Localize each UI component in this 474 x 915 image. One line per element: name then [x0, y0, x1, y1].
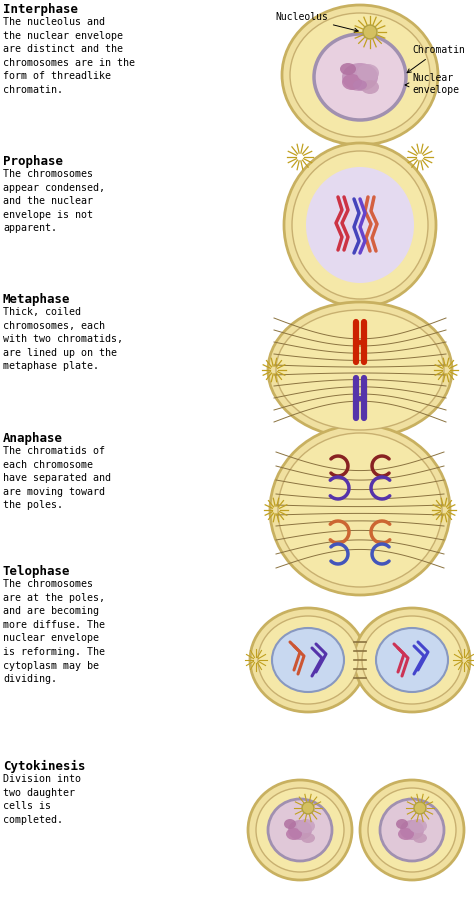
Text: The chromatids of
each chromosome
have separated and
are moving toward
the poles: The chromatids of each chromosome have s…: [3, 446, 111, 511]
Ellipse shape: [360, 780, 464, 880]
Text: The chromosomes
are at the poles,
and are becoming
more diffuse. The
nuclear env: The chromosomes are at the poles, and ar…: [3, 579, 105, 684]
Ellipse shape: [276, 310, 444, 430]
Ellipse shape: [409, 819, 427, 833]
Ellipse shape: [250, 608, 366, 712]
Ellipse shape: [301, 833, 315, 843]
Ellipse shape: [361, 80, 379, 94]
Ellipse shape: [284, 819, 296, 829]
Text: Prophase: Prophase: [3, 155, 63, 168]
Text: Cytokinesis: Cytokinesis: [3, 760, 85, 773]
Circle shape: [363, 25, 377, 39]
Text: The nucleolus and
the nuclear envelope
are distinct and the
chromosomes are in t: The nucleolus and the nuclear envelope a…: [3, 17, 135, 95]
Ellipse shape: [284, 143, 436, 307]
Ellipse shape: [292, 151, 428, 299]
Ellipse shape: [290, 13, 430, 137]
Ellipse shape: [396, 819, 408, 829]
Text: Nuclear
envelope: Nuclear envelope: [405, 73, 459, 95]
Ellipse shape: [278, 433, 442, 587]
Text: The chromosomes
appear condensed,
and the nuclear
envelope is not
apparent.: The chromosomes appear condensed, and th…: [3, 169, 105, 233]
Text: Metaphase: Metaphase: [3, 293, 71, 306]
Ellipse shape: [362, 616, 462, 704]
Text: Interphase: Interphase: [3, 3, 78, 16]
Ellipse shape: [268, 302, 452, 438]
Ellipse shape: [376, 628, 448, 692]
Ellipse shape: [340, 63, 356, 75]
Ellipse shape: [258, 616, 358, 704]
Ellipse shape: [314, 34, 406, 120]
Ellipse shape: [270, 425, 450, 595]
Ellipse shape: [268, 799, 332, 861]
Ellipse shape: [286, 828, 302, 840]
Ellipse shape: [297, 819, 315, 833]
Ellipse shape: [353, 80, 367, 90]
Ellipse shape: [400, 820, 424, 840]
Ellipse shape: [398, 828, 414, 840]
Ellipse shape: [288, 820, 312, 840]
Text: Thick, coiled
chromosomes, each
with two chromatids,
are lined up on the
metapha: Thick, coiled chromosomes, each with two…: [3, 307, 123, 371]
Ellipse shape: [342, 63, 378, 91]
Ellipse shape: [354, 608, 470, 712]
Ellipse shape: [413, 833, 427, 843]
Ellipse shape: [272, 628, 344, 692]
Ellipse shape: [248, 780, 352, 880]
Ellipse shape: [368, 788, 456, 872]
Text: Division into
two daughter
cells is
completed.: Division into two daughter cells is comp…: [3, 774, 81, 824]
Text: Anaphase: Anaphase: [3, 432, 63, 445]
Ellipse shape: [256, 788, 344, 872]
Ellipse shape: [357, 64, 379, 82]
Circle shape: [302, 802, 314, 814]
Text: Telophase: Telophase: [3, 565, 71, 578]
Ellipse shape: [282, 5, 438, 145]
Ellipse shape: [306, 167, 414, 283]
Ellipse shape: [380, 799, 444, 861]
Circle shape: [414, 802, 426, 814]
Text: Nucleolus: Nucleolus: [275, 12, 358, 32]
Ellipse shape: [342, 74, 362, 90]
Text: Chromatin: Chromatin: [407, 45, 465, 72]
